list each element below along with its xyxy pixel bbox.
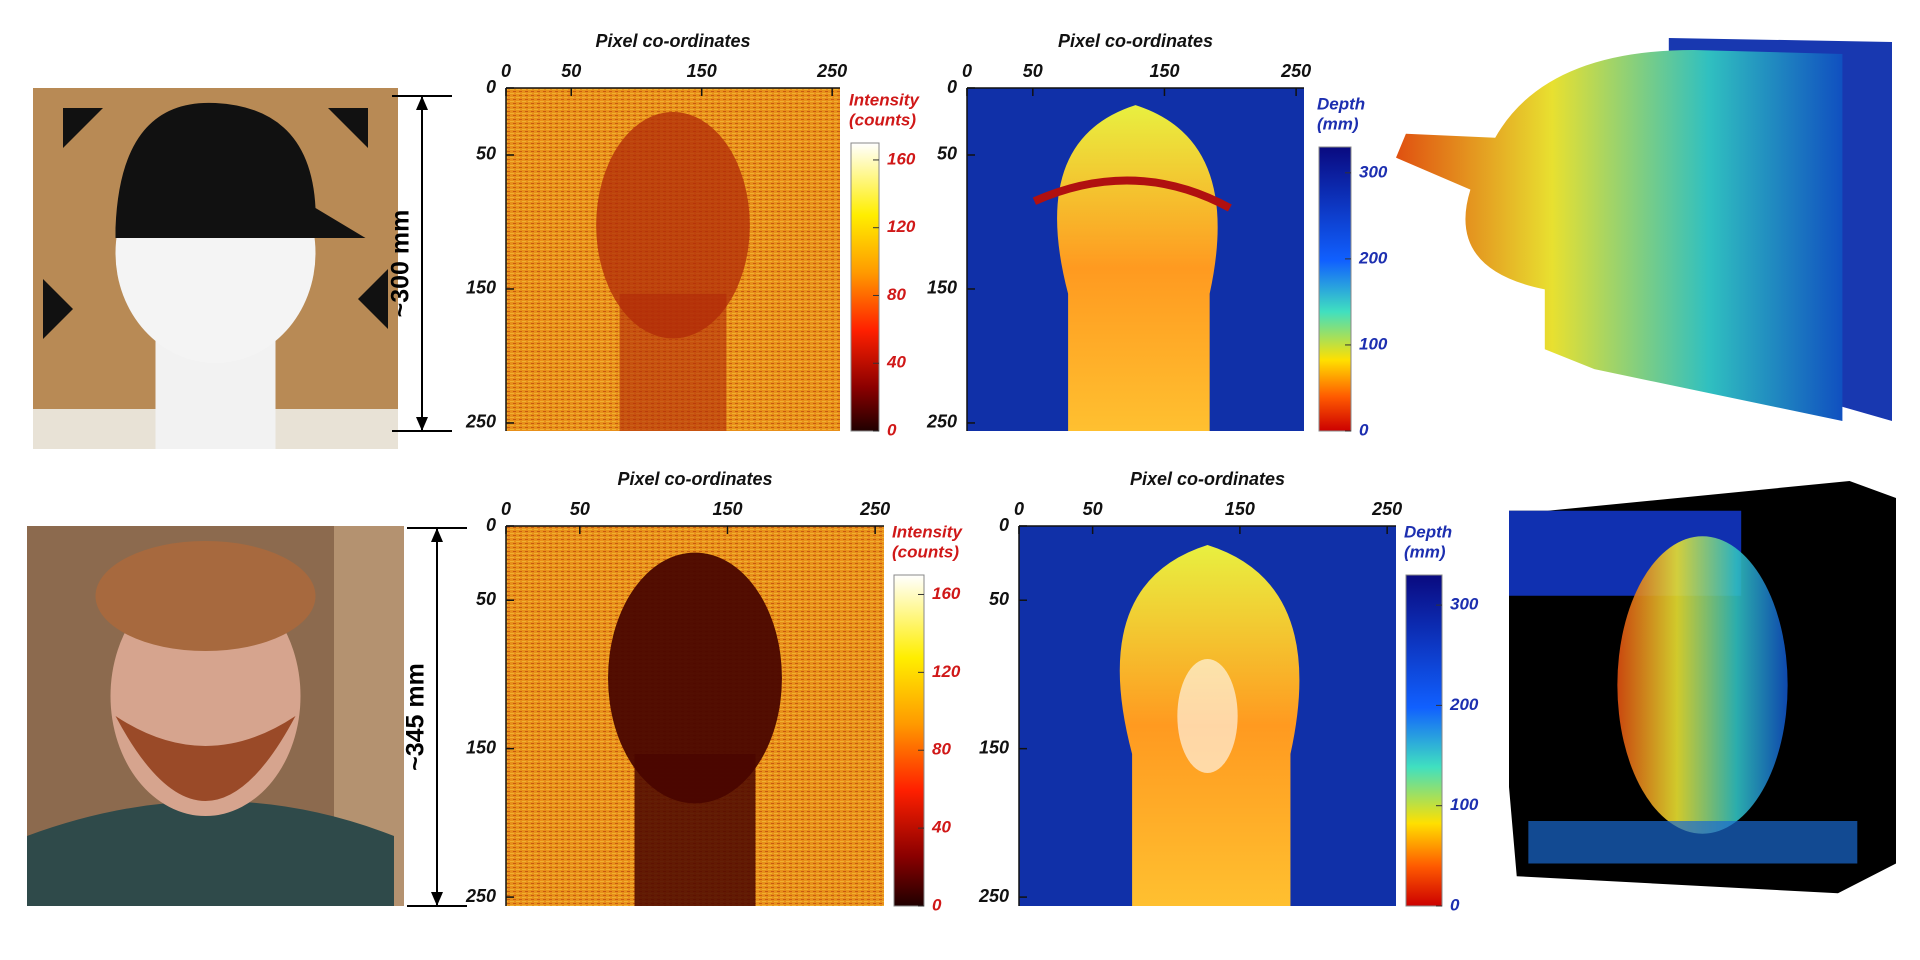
x-tick-label: 50	[1023, 61, 1043, 81]
colorbar-tick-label: 160	[887, 149, 916, 168]
colorbar-label: (mm)	[1317, 114, 1359, 133]
depth-cap-brim	[1032, 176, 1232, 212]
intensity-head	[596, 112, 750, 339]
axis-title: Pixel co-ordinates	[595, 31, 750, 51]
photo-beard	[115, 716, 296, 801]
y-tick-label: 150	[979, 737, 1009, 757]
colorbar-label: Depth	[1404, 522, 1452, 541]
axis-title: Pixel co-ordinates	[1058, 31, 1213, 51]
y-tick-label: 150	[466, 278, 496, 298]
arrow-head	[431, 892, 443, 906]
x-tick-label: 50	[1083, 499, 1103, 519]
colorbar-label: (mm)	[1404, 542, 1446, 561]
y-tick-label: 0	[486, 515, 496, 535]
colorbar	[893, 574, 925, 907]
y-tick-label: 250	[926, 412, 957, 432]
x-tick-label: 150	[1149, 61, 1179, 81]
colorbar-tick-label: 100	[1450, 795, 1479, 814]
intensity-head	[608, 552, 782, 804]
colorbar-label: Intensity	[849, 90, 920, 109]
colorbar-tick-label: 40	[886, 353, 906, 372]
colorbar-tick-label: 120	[887, 217, 916, 236]
arrow-head	[416, 96, 428, 110]
scale-label: ~300 mm	[387, 210, 415, 318]
colorbar-tick-label: 300	[1359, 162, 1388, 181]
x-tick-label: 250	[1280, 61, 1311, 81]
y-tick-label: 250	[465, 412, 496, 432]
x-tick-label: 250	[859, 499, 890, 519]
render-face	[1617, 536, 1788, 834]
colorbar-tick-label: 80	[887, 285, 906, 304]
depth-dropouts	[1177, 659, 1238, 773]
photo-cap	[115, 102, 366, 238]
x-tick-label: 250	[816, 61, 847, 81]
x-tick-label: 0	[1014, 499, 1024, 519]
colorbar-label: Intensity	[892, 522, 963, 541]
colorbar-tick-label: 0	[1450, 895, 1460, 914]
colorbar-label: Depth	[1317, 94, 1365, 113]
x-tick-label: 50	[561, 61, 581, 81]
colorbar-tick-label: 200	[1449, 695, 1479, 714]
render-head	[1396, 49, 1843, 422]
x-tick-label: 250	[1371, 499, 1402, 519]
photo-marker	[328, 108, 368, 148]
colorbar-tick-label: 40	[931, 818, 951, 837]
y-tick-label: 0	[999, 515, 1009, 535]
y-tick-label: 250	[465, 886, 496, 906]
photo-marker	[358, 269, 388, 329]
x-tick-label: 50	[570, 499, 590, 519]
colorbar-tick-label: 200	[1358, 248, 1388, 267]
y-tick-label: 250	[978, 886, 1009, 906]
colorbar-tick-label: 0	[887, 420, 897, 439]
depth-head	[1057, 105, 1218, 432]
arrow-head	[431, 528, 443, 542]
y-tick-label: 0	[486, 77, 496, 97]
colorbar-tick-label: 0	[932, 895, 942, 914]
scale-label: ~345 mm	[402, 663, 430, 771]
photo-jacket	[27, 801, 394, 906]
render-base	[1528, 821, 1858, 864]
colorbar-tick-label: 300	[1450, 595, 1479, 614]
x-tick-label: 150	[712, 499, 742, 519]
photo-marker	[43, 279, 73, 339]
colorbar	[1318, 146, 1352, 432]
x-tick-label: 0	[501, 61, 511, 81]
colorbar-label: (counts)	[849, 110, 916, 129]
axis-title: Pixel co-ordinates	[617, 469, 772, 489]
colorbar-label: (counts)	[892, 542, 959, 561]
arrow-head	[416, 417, 428, 431]
intensity-neck	[619, 293, 727, 431]
colorbar-tick-label: 80	[932, 740, 951, 759]
y-tick-label: 50	[476, 144, 496, 164]
y-tick-label: 150	[927, 278, 957, 298]
x-tick-label: 0	[501, 499, 511, 519]
photo-hair	[95, 541, 316, 651]
y-tick-label: 50	[989, 589, 1009, 609]
x-tick-label: 150	[687, 61, 717, 81]
y-tick-label: 50	[476, 589, 496, 609]
colorbar-tick-label: 0	[1359, 420, 1369, 439]
y-tick-label: 0	[947, 77, 957, 97]
intensity-neck	[634, 754, 756, 906]
x-tick-label: 150	[1225, 499, 1255, 519]
colorbar	[1405, 574, 1443, 907]
y-tick-label: 50	[937, 144, 957, 164]
colorbar-tick-label: 120	[932, 662, 961, 681]
colorbar	[850, 142, 880, 432]
x-tick-label: 0	[962, 61, 972, 81]
colorbar-tick-label: 160	[932, 584, 961, 603]
colorbar-tick-label: 100	[1359, 334, 1388, 353]
y-tick-label: 150	[466, 737, 496, 757]
axis-title: Pixel co-ordinates	[1130, 469, 1285, 489]
photo-marker	[63, 108, 103, 148]
